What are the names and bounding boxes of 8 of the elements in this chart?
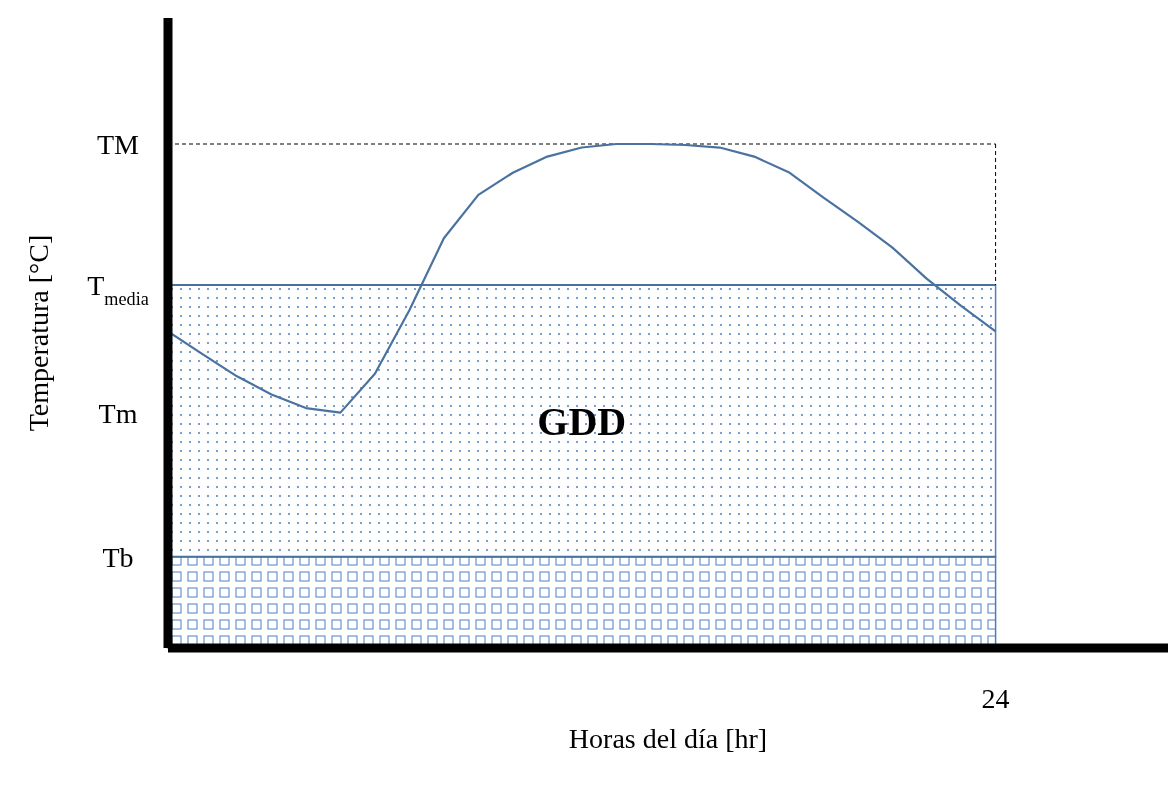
y-axis-title: Temperatura [°C]: [23, 234, 54, 432]
text: 24: [981, 683, 1010, 714]
ref-line-label: Tb: [102, 541, 134, 573]
ref-line-label: TM: [97, 129, 140, 160]
text: Tm: [98, 397, 138, 429]
ref-line-label: T$_{media}$: [87, 270, 149, 310]
x-axis-title: Horas del día [hr]: [568, 723, 768, 754]
band-label: GDD: [537, 399, 627, 445]
